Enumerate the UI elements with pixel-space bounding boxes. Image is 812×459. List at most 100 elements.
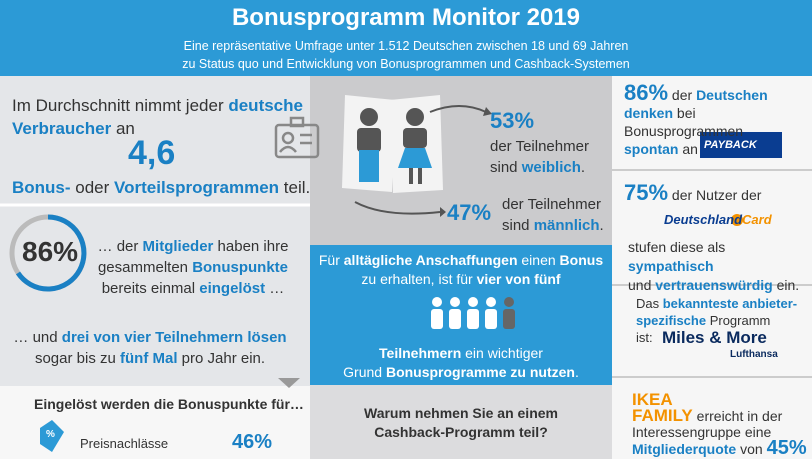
- usage-title: Eingelöst werden die Bonuspunkte für…: [34, 396, 304, 412]
- text: … und: [13, 329, 62, 346]
- text: der: [668, 87, 697, 103]
- question: Warum nehmen Sie an einem Cashback-Progra…: [310, 404, 612, 442]
- text: sind: [502, 217, 534, 234]
- highlight: eingelöst: [199, 280, 266, 297]
- dcard-text: stufen diese als sympathisch und vertraue…: [628, 238, 812, 295]
- middle-bottom-panel: [310, 385, 612, 459]
- highlight: Bonus: [559, 252, 604, 268]
- text: Warum nehmen Sie an einem: [364, 405, 558, 421]
- text: Grund: [343, 364, 386, 380]
- text: der Teilnehmer: [502, 196, 601, 213]
- miles-text: Das bekannteste anbieter-spezifische Pro…: [636, 295, 797, 346]
- subtitle: zu Status quo und Entwicklung von Bonusp…: [182, 57, 630, 71]
- people-icons: [431, 297, 515, 329]
- text: gesammelten: [97, 259, 193, 276]
- text: .: [574, 364, 579, 380]
- left-panel: [0, 76, 310, 386]
- text: ein wichtiger: [461, 345, 543, 361]
- average-text: Im Durchschnitt nimmt jeder deutsche Verb…: [12, 94, 303, 140]
- text: erreicht in der: [692, 408, 783, 424]
- redeemed-text: … der Mitglieder haben ihre gesammelten B…: [88, 236, 298, 299]
- text: oder: [70, 178, 115, 197]
- highlight: vier von fünf: [476, 271, 561, 287]
- id-card-icon: [274, 116, 320, 159]
- text: der Teilnehmer: [490, 138, 589, 155]
- text: zu erhalten, ist für: [361, 271, 477, 287]
- miles-logo-sub: Lufthansa: [730, 349, 778, 360]
- box-text: Für alltägliche Anschaffungen einen Bonu…: [310, 251, 612, 289]
- male-percent: 47%: [447, 200, 492, 225]
- text: .: [580, 159, 586, 176]
- ikea-text: IKEA FAMILY erreicht in der Interessengrup…: [632, 390, 807, 458]
- text: haben ihre: [213, 238, 289, 255]
- text: ist:: [636, 330, 653, 345]
- highlight: Teilnehmern: [379, 345, 462, 361]
- highlight: bekannteste anbieter-: [662, 296, 798, 311]
- text: bereits einmal: [101, 280, 200, 297]
- highlight: alltägliche Anschaffungen: [343, 252, 518, 268]
- header-band: [0, 0, 812, 76]
- tag-icon-label: %: [46, 429, 55, 440]
- text: Programm: [706, 313, 771, 328]
- dcard-logo: DeutschlandCard: [664, 212, 772, 227]
- text: pro Jahr ein.: [177, 350, 266, 367]
- tag-icon: [40, 420, 64, 452]
- arrow: [429, 105, 487, 113]
- highlight: männlich: [533, 217, 600, 234]
- highlight: Deutschen: [696, 87, 768, 103]
- text: an: [678, 141, 698, 157]
- text: … der: [97, 238, 143, 255]
- text: Im Durchschnitt nimmt jeder: [12, 96, 229, 115]
- text: bei Bonusprogrammen: [624, 105, 744, 139]
- highlight: weiblich: [521, 159, 581, 176]
- highlight: 86%: [624, 80, 669, 105]
- arrow-tab: [278, 378, 300, 388]
- logo-text: IKEA: [632, 390, 673, 409]
- highlight: spontan: [624, 141, 679, 157]
- highlight: vertrauenswürdig: [655, 277, 773, 293]
- text: ein.: [772, 277, 800, 293]
- arrow: [354, 201, 441, 215]
- highlight: deutsche: [228, 96, 303, 115]
- text: von: [736, 441, 767, 457]
- male-text: der Teilnehmer sind männlich.: [502, 194, 604, 236]
- text: …: [265, 280, 285, 297]
- text: der Nutzer der: [668, 187, 762, 203]
- highlight: Mitglieder: [142, 238, 214, 255]
- highlight: fünf Mal: [120, 350, 178, 367]
- box-text: Teilnehmern ein wichtiger Grund Bonusprog…: [310, 344, 612, 382]
- highlight: Verbraucher: [12, 119, 112, 138]
- ring-arc: [15, 214, 87, 292]
- highlight: drei von vier Teilnehmern lösen: [61, 329, 287, 346]
- payback-text: 86% der Deutschen denken bei Bonusprogram…: [624, 82, 812, 158]
- highlight: Bonuspunkte: [192, 259, 289, 276]
- logo-text: FAMILY: [632, 406, 693, 425]
- couple-icon: [342, 95, 443, 193]
- text: .: [599, 217, 604, 234]
- highlight: Bonusprogramme zu nutzen: [385, 364, 575, 380]
- payback-logo-text: PAYBACK: [704, 139, 757, 151]
- highlight: Mitgliederquote: [632, 441, 737, 457]
- text: an: [111, 119, 135, 138]
- payback-logo: [700, 132, 782, 158]
- arrow-head: [483, 107, 492, 116]
- redeemed-percent: 86%: [22, 236, 79, 267]
- usage-percent: 46%: [232, 431, 273, 453]
- subtitle: Eine repräsentative Umfrage unter 1.512 …: [183, 39, 629, 53]
- text: teil.: [279, 178, 311, 197]
- text: Das: [636, 296, 663, 311]
- frequency-text: … und drei von vier Teilnehmern lösen sog…: [0, 327, 300, 369]
- arrow-head: [440, 207, 446, 217]
- highlight: 75%: [624, 180, 669, 205]
- text: sind: [490, 159, 522, 176]
- text: Interessengruppe eine: [632, 424, 772, 440]
- title: Bonusprogramm Monitor 2019: [231, 4, 581, 31]
- highlight: denken: [624, 105, 674, 121]
- text: sogar bis zu: [34, 350, 120, 367]
- highlight: Bonus-: [12, 178, 71, 197]
- miles-logo: Miles & More: [662, 328, 767, 347]
- dcard-dot: [731, 214, 743, 226]
- dcard-text: 75% der Nutzer der: [624, 180, 761, 206]
